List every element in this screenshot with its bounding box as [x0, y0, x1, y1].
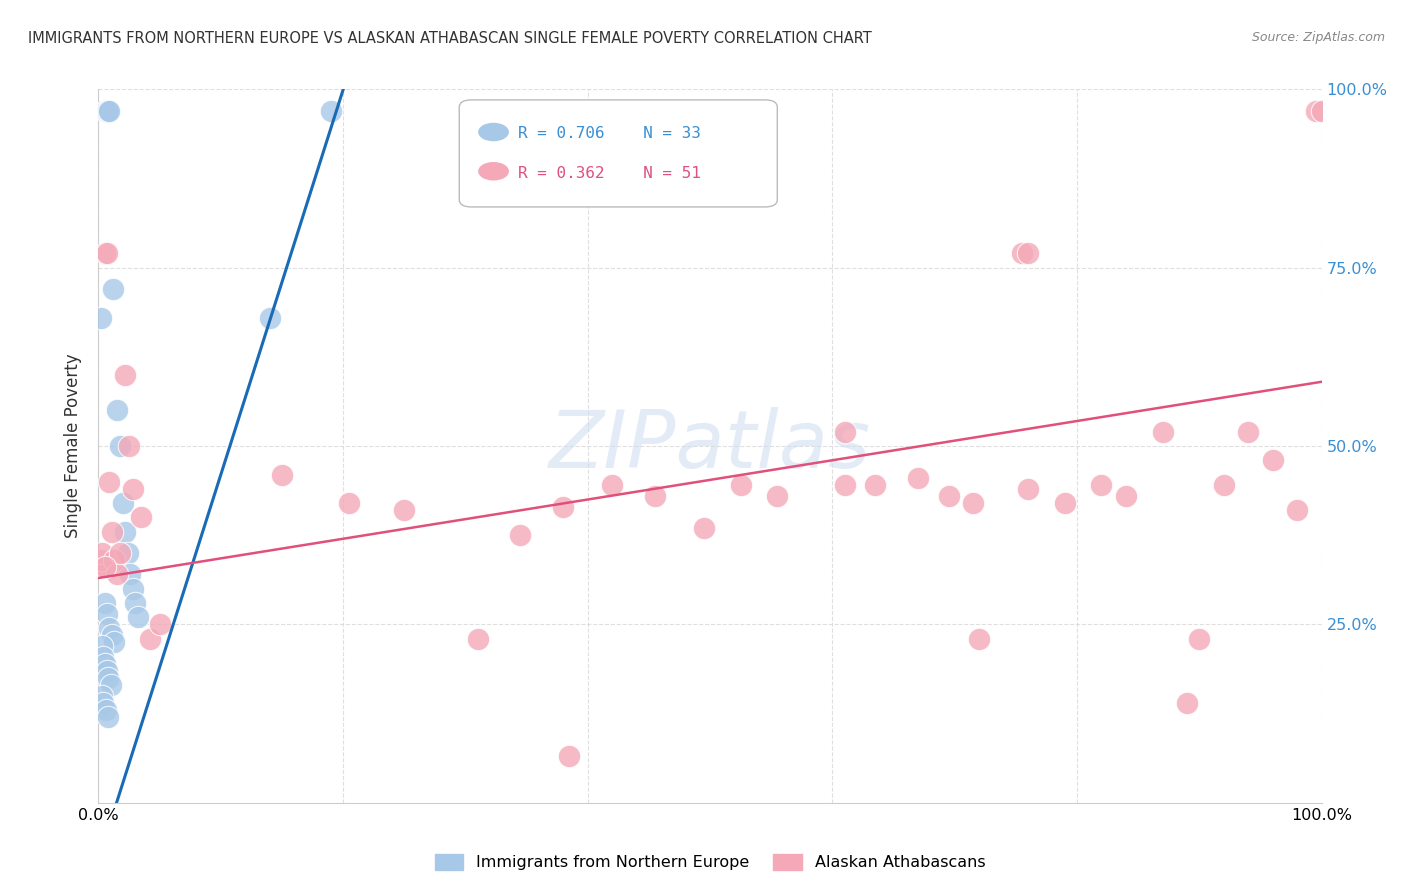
Point [91, 639, 114, 653]
Point [96, 664, 118, 678]
Legend: Immigrants from Northern Europe, Alaskan Athabascans: Immigrants from Northern Europe, Alaskan… [429, 847, 991, 877]
Point [1310, 103, 1333, 118]
Point [129, 510, 152, 524]
Point [1175, 696, 1198, 710]
Point [93, 657, 115, 671]
Point [121, 582, 143, 596]
Point [94, 103, 117, 118]
Point [105, 567, 128, 582]
Point [558, 749, 581, 764]
Point [907, 471, 929, 485]
Text: IMMIGRANTS FROM NORTHERN EUROPE VS ALASKAN ATHABASCAN SINGLE FEMALE POVERTY CORR: IMMIGRANTS FROM NORTHERN EUROPE VS ALASK… [28, 31, 872, 46]
Point [600, 478, 623, 492]
Point [834, 425, 856, 439]
Point [96, 607, 118, 621]
Point [467, 632, 489, 646]
Point [834, 478, 856, 492]
Point [103, 553, 125, 567]
Point [101, 282, 124, 296]
Point [93, 246, 115, 260]
Text: Source: ZipAtlas.com: Source: ZipAtlas.com [1251, 31, 1385, 45]
Circle shape [479, 162, 508, 180]
Point [93, 103, 115, 118]
Point [89, 560, 111, 574]
Point [114, 524, 136, 539]
Point [967, 632, 990, 646]
Point [1152, 425, 1174, 439]
Point [962, 496, 984, 510]
Point [1212, 478, 1234, 492]
Point [766, 489, 789, 503]
Point [90, 310, 112, 325]
Point [319, 103, 342, 118]
Point [1115, 489, 1137, 503]
Point [938, 489, 960, 503]
Point [110, 439, 132, 453]
Point [97, 710, 120, 724]
Point [91, 689, 114, 703]
Point [1188, 632, 1211, 646]
Point [98, 103, 121, 118]
Point [120, 567, 142, 582]
Point [127, 610, 149, 624]
Point [91, 696, 114, 710]
Point [117, 546, 139, 560]
Point [337, 496, 360, 510]
Point [139, 632, 162, 646]
Text: R = 0.706    N = 33: R = 0.706 N = 33 [517, 127, 700, 141]
Point [97, 671, 120, 685]
Point [111, 496, 134, 510]
Point [1011, 246, 1033, 260]
Point [91, 546, 114, 560]
Point [105, 403, 128, 417]
Point [270, 467, 294, 482]
Point [96, 246, 118, 260]
Point [1017, 482, 1039, 496]
Point [1090, 478, 1112, 492]
Point [101, 628, 124, 642]
Point [103, 635, 125, 649]
Point [1261, 453, 1284, 467]
Point [863, 478, 886, 492]
Point [124, 596, 146, 610]
Point [1053, 496, 1076, 510]
Point [392, 503, 416, 517]
Point [114, 368, 136, 382]
Point [1286, 503, 1309, 517]
Circle shape [479, 123, 508, 141]
Point [100, 678, 122, 692]
Point [1237, 425, 1260, 439]
Point [553, 500, 575, 514]
Point [509, 528, 531, 542]
Point [149, 617, 172, 632]
Point [93, 560, 115, 574]
Point [121, 482, 143, 496]
Point [98, 475, 121, 489]
Point [96, 103, 118, 118]
Point [1305, 103, 1327, 118]
Point [93, 596, 115, 610]
Point [94, 703, 117, 717]
Point [101, 524, 124, 539]
FancyBboxPatch shape [460, 100, 778, 207]
Point [644, 489, 666, 503]
Point [91, 649, 114, 664]
Point [110, 546, 132, 560]
Point [693, 521, 716, 535]
Point [259, 310, 281, 325]
Text: R = 0.362    N = 51: R = 0.362 N = 51 [517, 166, 700, 180]
Point [90, 553, 112, 567]
Text: ZIPatlas: ZIPatlas [548, 407, 872, 485]
Point [97, 103, 120, 118]
Point [98, 621, 121, 635]
Point [730, 478, 752, 492]
Point [1017, 246, 1039, 260]
Point [118, 439, 141, 453]
Y-axis label: Single Female Poverty: Single Female Poverty [65, 354, 83, 538]
